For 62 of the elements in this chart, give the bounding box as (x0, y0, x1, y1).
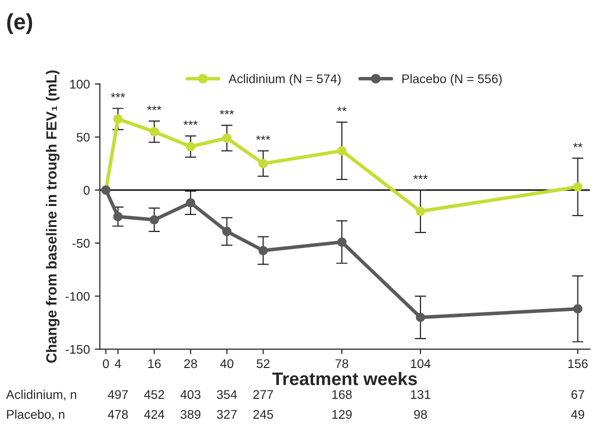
y-tick-label: -150 (66, 344, 90, 354)
legend-label: Placebo (N = 556) (402, 74, 502, 86)
text: 497 (108, 390, 128, 399)
point (150, 215, 159, 224)
text: 131 (411, 390, 430, 399)
x-tick-label: 104 (411, 359, 431, 368)
point (337, 146, 347, 156)
text: 403 (180, 390, 200, 399)
y-tick-label: 100 (70, 80, 90, 89)
x-axis-title: Treatment weeks (272, 372, 417, 386)
point (222, 133, 232, 143)
text: 98 (414, 410, 427, 419)
x-tick-label: 78 (336, 359, 348, 368)
text: 245 (253, 410, 274, 419)
annotation: *** (147, 106, 162, 110)
point (337, 237, 347, 247)
text: 424 (144, 410, 164, 419)
point (222, 226, 232, 236)
annotation: *** (110, 93, 126, 98)
point (416, 312, 426, 322)
text: 67 (571, 390, 584, 399)
point (186, 198, 196, 208)
point (573, 182, 582, 192)
point (258, 246, 268, 256)
text: 452 (144, 390, 164, 399)
x-tick-label: 156 (568, 359, 588, 368)
text: 389 (180, 410, 200, 419)
point (186, 142, 196, 152)
legend-label: Aclidinium (N = 574) (228, 74, 341, 86)
text: 49 (571, 410, 584, 419)
x-tick-label: 0 (102, 359, 109, 368)
y-tick-label: 50 (76, 132, 90, 142)
y-axis-title: Change from baseline in trough FEV₁ (mL) (46, 70, 60, 363)
annotation: *** (220, 110, 234, 114)
x-tick-label: 52 (256, 359, 270, 368)
annotation: ** (337, 106, 346, 112)
x-tick-label: 28 (184, 359, 197, 368)
text: 327 (216, 410, 237, 419)
y-tick-label: -50 (72, 238, 90, 248)
y-tick-label: -100 (66, 292, 90, 301)
text: 168 (332, 390, 352, 399)
annotation: ** (573, 142, 582, 148)
annotation: *** (183, 120, 198, 125)
text: 129 (332, 410, 352, 419)
annotation: *** (413, 174, 428, 180)
text: Aclidinium, n (6, 390, 76, 400)
text: 277 (253, 390, 273, 399)
x-tick-label: 4 (114, 359, 122, 368)
text: 354 (216, 390, 237, 399)
point (573, 304, 582, 314)
point (416, 206, 426, 216)
y-tick-label: 0 (84, 186, 90, 195)
text: 478 (108, 410, 128, 419)
point (150, 127, 159, 136)
annotation: *** (256, 135, 270, 140)
x-tick-label: 16 (148, 359, 161, 368)
text: Placebo, n (7, 410, 64, 420)
text: (e) (7, 13, 32, 34)
point (113, 114, 123, 124)
x-tick-label: 40 (220, 359, 234, 368)
point (258, 158, 268, 168)
point (113, 212, 123, 222)
